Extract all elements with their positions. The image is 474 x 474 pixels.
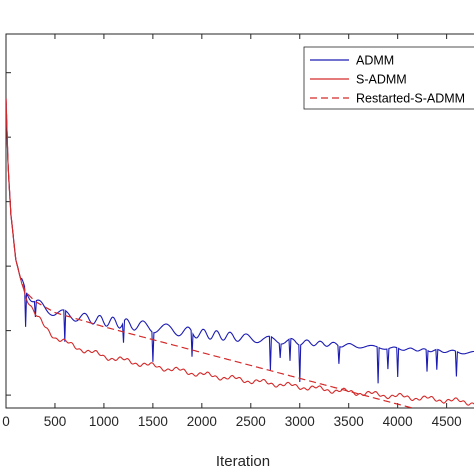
x-tick-label: 500 — [44, 414, 67, 429]
legend-label: S-ADMM — [356, 73, 407, 87]
x-axis-label: Iteration — [216, 453, 270, 470]
x-tick-label: 0 — [2, 414, 10, 429]
x-ticks: 0 500 1000 1500 2000 2500 3000 3500 4000 4500 — [2, 34, 462, 429]
legend-label: Restarted-S-ADMM — [356, 92, 465, 106]
x-tick-label: 1500 — [138, 414, 168, 429]
axes — [5, 33, 474, 409]
x-tick-label: 1000 — [89, 414, 119, 429]
x-tick-label: 4000 — [383, 414, 413, 429]
series-line-restarted-s-admm — [6, 98, 415, 408]
legend: ADMM S-ADMM Restarted-S-ADMM — [303, 46, 474, 110]
x-tick-label: 2000 — [187, 414, 217, 429]
x-tick-label: 4500 — [432, 414, 462, 429]
x-tick-label: 3000 — [285, 414, 315, 429]
legend-label: ADMM — [356, 54, 394, 68]
legend-box — [303, 46, 474, 110]
x-tick-label: 3500 — [334, 414, 364, 429]
x-tick-label: 2500 — [236, 414, 266, 429]
plot-frame — [5, 33, 474, 409]
series-line-s-admm — [6, 98, 474, 406]
series-line-admm — [6, 98, 474, 384]
series-lines — [6, 98, 474, 408]
